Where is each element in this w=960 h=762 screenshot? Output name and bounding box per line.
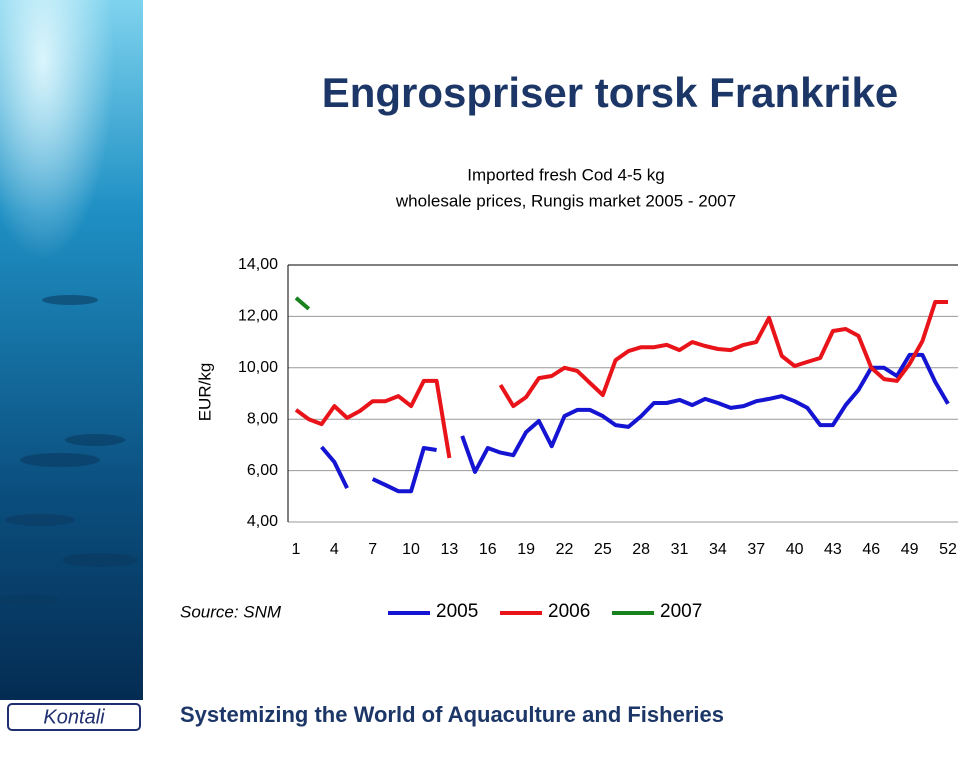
legend-label: 2007 [660, 601, 702, 622]
x-tick-label: 10 [402, 541, 420, 558]
series-line [294, 296, 311, 311]
x-tick-label: 31 [671, 541, 689, 558]
y-tick-label: 8,00 [247, 410, 278, 427]
x-tick-label: 37 [747, 541, 765, 558]
x-tick-label: 1 [292, 541, 301, 558]
x-tick-label: 4 [330, 541, 339, 558]
x-tick-label: 49 [901, 541, 919, 558]
x-tick-label: 22 [556, 541, 574, 558]
logo-area [0, 700, 143, 757]
legend-label: 2005 [436, 601, 478, 622]
x-tick-label: 34 [709, 541, 727, 558]
chart-title: Imported fresh Cod 4-5 kg [467, 165, 664, 184]
fish-silhouettes [0, 295, 138, 606]
series-line [320, 352, 950, 494]
legend-label: 2006 [548, 601, 590, 622]
x-tick-label: 13 [441, 541, 459, 558]
slide-title: Engrospriser torsk Frankrike [322, 69, 899, 116]
logo-text: Kontali [43, 706, 105, 728]
ocean-light [0, 0, 143, 400]
y-axis-label: EUR/kg [195, 363, 214, 422]
chart-subtitle: wholesale prices, Rungis market 2005 - 2… [395, 191, 736, 210]
x-tick-label: 28 [632, 541, 650, 558]
logo-frame [7, 703, 141, 731]
x-tick-label: 19 [517, 541, 535, 558]
footer-text: Systemizing the World of Aquaculture and… [180, 702, 724, 727]
series-line [294, 300, 948, 459]
x-tick-label: 46 [862, 541, 880, 558]
y-tick-label: 14,00 [238, 256, 278, 273]
x-tick-label: 25 [594, 541, 612, 558]
y-tick-label: 6,00 [247, 462, 278, 479]
y-tick-label: 10,00 [238, 359, 278, 376]
x-tick-label: 43 [824, 541, 842, 558]
x-tick-label: 40 [786, 541, 804, 558]
y-tick-label: 4,00 [247, 513, 278, 530]
x-tick-label: 7 [368, 541, 377, 558]
source-note: Source: SNM [180, 602, 282, 621]
x-tick-label: 16 [479, 541, 497, 558]
y-tick-label: 12,00 [238, 308, 278, 325]
x-tick-label: 52 [939, 541, 957, 558]
